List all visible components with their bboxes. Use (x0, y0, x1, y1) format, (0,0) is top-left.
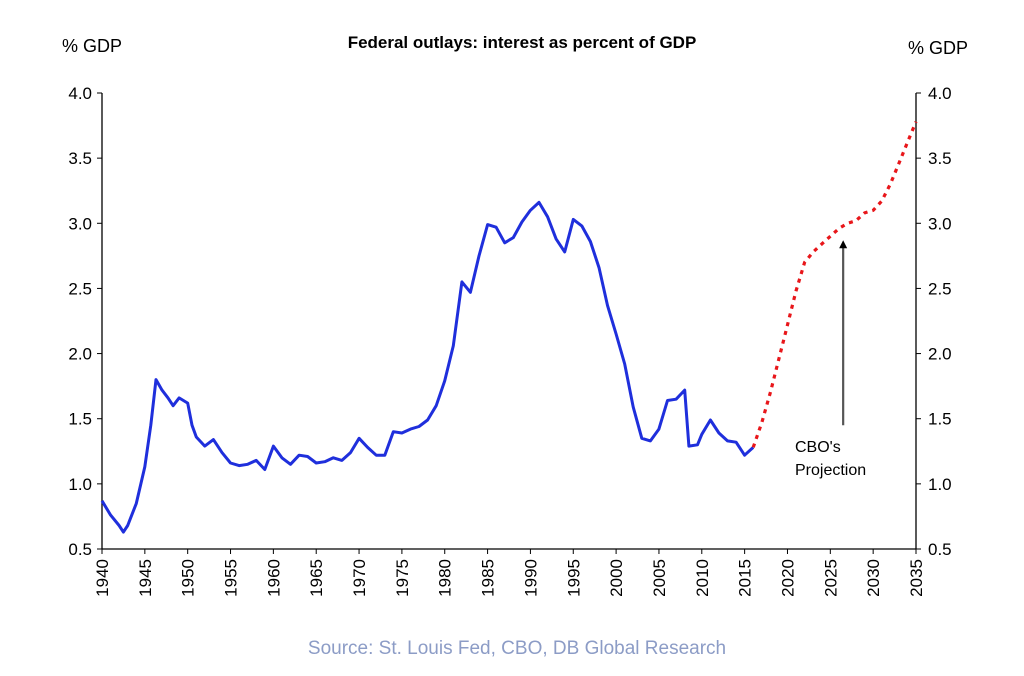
y-tick-label-right: 2.5 (928, 279, 952, 298)
y-tick-label-left: 3.0 (68, 214, 92, 233)
axes (101, 93, 917, 550)
x-tick-label: 1995 (564, 559, 583, 597)
x-tick-label: 2035 (907, 559, 926, 597)
y-tick-label-left: 1.5 (68, 410, 92, 429)
y-tick-label-left: 2.0 (68, 345, 92, 364)
annotation-layer (839, 240, 848, 426)
y-tick-label-right: 0.5 (928, 540, 952, 559)
y-tick-label-right: 1.0 (928, 475, 952, 494)
x-tick-label: 1970 (350, 559, 369, 597)
y-tick-label-left: 1.0 (68, 475, 92, 494)
x-tick-label: 1960 (264, 559, 283, 597)
annotation-line-1: CBO's (795, 439, 841, 456)
x-tick-label: 1945 (136, 559, 155, 597)
y-tick-label-right: 3.0 (928, 214, 952, 233)
x-tick-label: 2005 (650, 559, 669, 597)
x-tick-label: 1980 (436, 559, 455, 597)
y-tick-label-right: 2.0 (928, 345, 952, 364)
tick-group: 0.5 0.5 1.0 1.0 1.5 1.5 2.0 2.0 2.5 2.5 3.0 3.0 3.5 3… (68, 84, 951, 597)
y-tick-label-left: 2.5 (68, 279, 92, 298)
y-tick-label-left: 4.0 (68, 84, 92, 103)
annotation-arrow-head (839, 240, 848, 249)
y-axis-label-right: % GDP (907, 38, 968, 58)
series-line-projection (751, 121, 918, 448)
y-tick-label-right: 3.5 (928, 149, 952, 168)
x-tick-label: 1990 (521, 559, 540, 597)
x-tick-label: 2015 (736, 559, 755, 597)
x-tick-label: 1985 (479, 559, 498, 597)
x-tick-label: 2025 (821, 559, 840, 597)
x-tick-label: 1975 (393, 559, 412, 597)
projection-annotation: CBO's Projection (795, 436, 866, 482)
x-tick-label: 2030 (864, 559, 883, 597)
y-tick-label-right: 4.0 (928, 84, 952, 103)
y-tick-label-right: 1.5 (928, 410, 952, 429)
source-note: Source: St. Louis Fed, CBO, DB Global Re… (307, 638, 727, 659)
y-tick-label-left: 0.5 (68, 540, 92, 559)
x-tick-label: 2000 (607, 559, 626, 597)
x-tick-label: 1965 (307, 559, 326, 597)
annotation-line-2: Projection (795, 462, 867, 479)
series-layer (100, 121, 918, 534)
x-tick-label: 2010 (693, 559, 712, 597)
x-tick-label: 1950 (179, 559, 198, 597)
x-tick-label: 1940 (93, 559, 112, 597)
series-line-actual (100, 200, 755, 534)
chart-title: Federal outlays: interest as percent of … (347, 33, 697, 52)
x-tick-label: 1955 (222, 559, 241, 597)
x-tick-label: 2020 (778, 559, 797, 597)
y-axis-label-left: % GDP (62, 36, 123, 56)
y-tick-label-left: 3.5 (68, 149, 92, 168)
